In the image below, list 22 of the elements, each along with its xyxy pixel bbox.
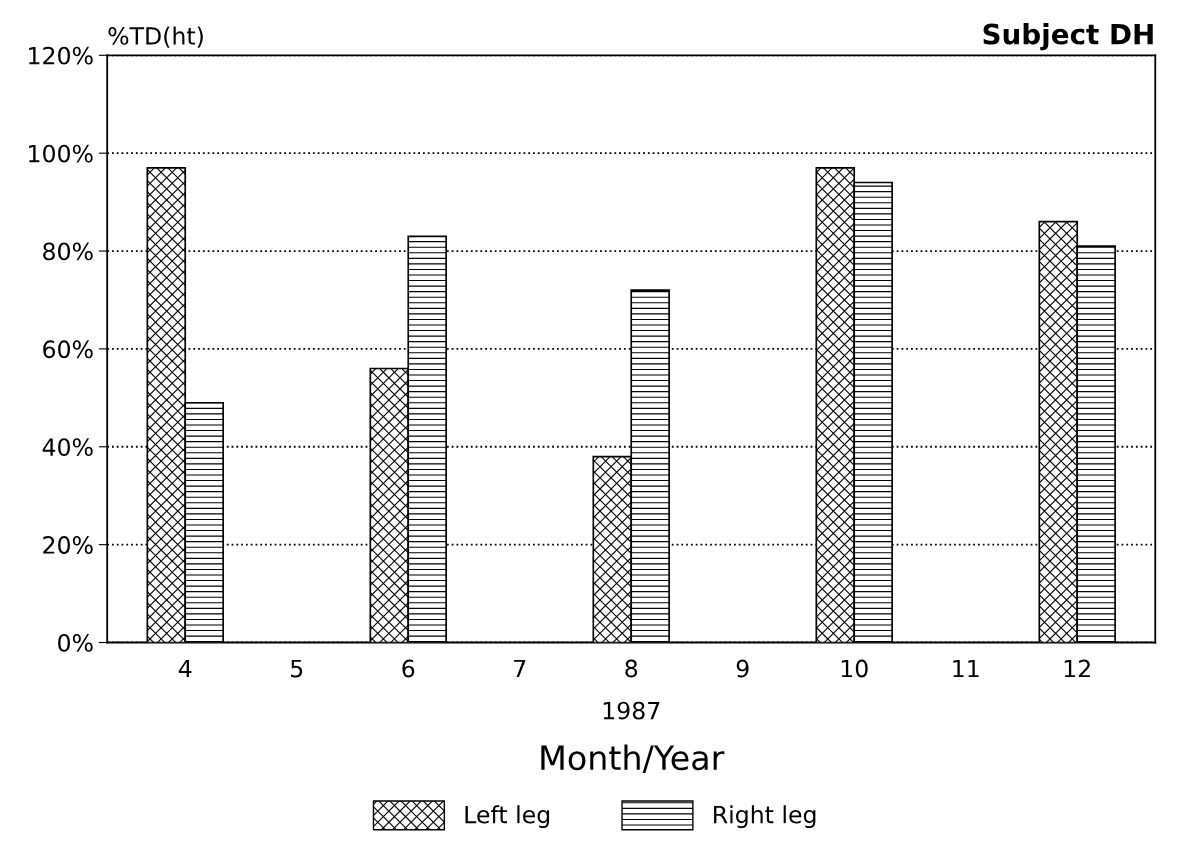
x-tick-label: 5: [291, 659, 303, 678]
x-tick-label: 4: [178, 659, 192, 678]
y-tick-label: 60%: [43, 340, 93, 359]
x-tick-label: 11: [953, 659, 979, 678]
y-tick-label: 0%: [58, 633, 93, 652]
y-axis-title: %TD(ht): [108, 26, 203, 48]
x-axis-title: Month/Year: [541, 744, 725, 773]
y-tick-label: 20%: [43, 536, 93, 554]
legend-label: Right leg: [714, 805, 816, 829]
y-tick-label: 40%: [42, 438, 93, 457]
y-tick-label: 80%: [43, 242, 93, 261]
legend-label: Left leg: [465, 805, 550, 829]
x-tick-label: 8: [625, 659, 638, 678]
x-tick-label: 9: [736, 659, 749, 678]
x-tick-label: 12: [1064, 659, 1090, 678]
chart-title: Subject DH: [983, 23, 1153, 51]
x-tick-label: 6: [402, 659, 415, 678]
x-tick-label: 10: [841, 659, 868, 678]
x-tick-label: 7: [514, 659, 526, 678]
y-tick-label: 100%: [29, 144, 93, 163]
text: 1987: [603, 701, 660, 720]
y-tick-label: 120%: [29, 46, 93, 65]
